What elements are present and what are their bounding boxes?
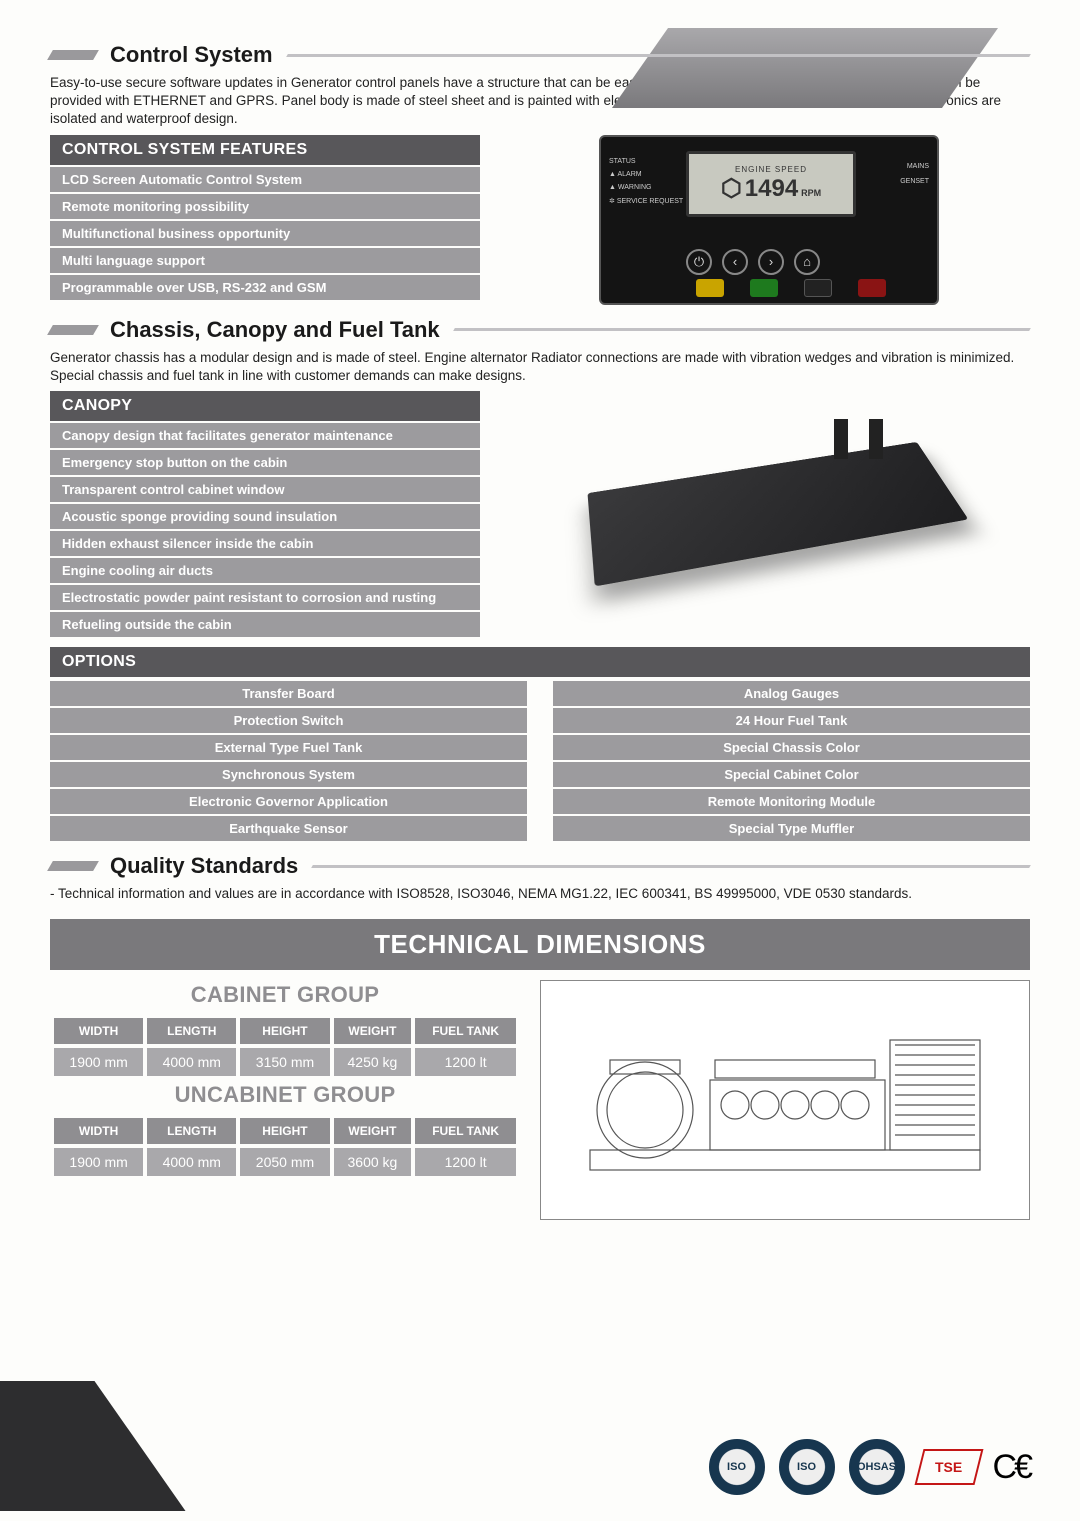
dim-value: 1200 lt — [415, 1048, 516, 1076]
dim-value: 3600 kg — [334, 1148, 412, 1176]
canopy-title: CANOPY — [50, 391, 480, 421]
dim-header: FUEL TANK — [415, 1118, 516, 1144]
feature-row: Emergency stop button on the cabin — [50, 448, 480, 475]
cabinet-table: WIDTHLENGTHHEIGHTWEIGHTFUEL TANK 1900 mm… — [50, 1014, 520, 1080]
panel-mode-buttons — [696, 279, 886, 297]
tech-dimensions-banner: TECHNICAL DIMENSIONS — [50, 919, 1030, 970]
option-row: Special Type Muffler — [553, 814, 1030, 841]
feature-row: Electrostatic powder paint resistant to … — [50, 583, 480, 610]
dim-header: LENGTH — [147, 1118, 236, 1144]
option-row: Transfer Board — [50, 679, 527, 706]
option-row: External Type Fuel Tank — [50, 733, 527, 760]
dim-value: 1900 mm — [54, 1148, 143, 1176]
control-panel-image: STATUS ▲ ALARM ▲ WARNING ✲ SERVICE REQUE… — [599, 135, 939, 305]
dim-header: LENGTH — [147, 1018, 236, 1044]
dim-value: 3150 mm — [240, 1048, 329, 1076]
option-row: Special Chassis Color — [553, 733, 1030, 760]
option-row: Protection Switch — [50, 706, 527, 733]
feature-row: Multifunctional business opportunity — [50, 219, 480, 246]
option-row: 24 Hour Fuel Tank — [553, 706, 1030, 733]
feature-row: Hidden exhaust silencer inside the cabin — [50, 529, 480, 556]
tse-badge: TSE — [914, 1449, 983, 1485]
feature-row: Engine cooling air ducts — [50, 556, 480, 583]
iso-badge: ISO — [779, 1439, 835, 1495]
feature-row: Refueling outside the cabin — [50, 610, 480, 637]
option-row: Special Cabinet Color — [553, 760, 1030, 787]
panel-nav-buttons: ⏻‹›⌂ — [686, 249, 820, 275]
dim-value: 4000 mm — [147, 1148, 236, 1176]
dimensions-tables: CABINET GROUP WIDTHLENGTHHEIGHTWEIGHTFUE… — [50, 980, 520, 1220]
uncabinet-table: WIDTHLENGTHHEIGHTWEIGHTFUEL TANK 1900 mm… — [50, 1114, 520, 1180]
cabinet-group-title: CABINET GROUP — [50, 980, 520, 1014]
feature-row: Canopy design that facilitates generator… — [50, 421, 480, 448]
option-row: Electronic Governor Application — [50, 787, 527, 814]
feature-row: Transparent control cabinet window — [50, 475, 480, 502]
dim-value: 2050 mm — [240, 1148, 329, 1176]
dim-header: WIDTH — [54, 1018, 143, 1044]
chassis-image — [554, 391, 984, 601]
options-title: OPTIONS — [50, 647, 1030, 677]
dim-value: 1900 mm — [54, 1048, 143, 1076]
feature-row: Programmable over USB, RS-232 and GSM — [50, 273, 480, 300]
quality-body: - Technical information and values are i… — [50, 885, 1030, 903]
heading-quality: Quality Standards — [50, 853, 1030, 879]
dim-header: WEIGHT — [334, 1118, 412, 1144]
decor-bottom — [0, 1381, 186, 1511]
iso-badge: ISO — [709, 1439, 765, 1495]
feature-row: LCD Screen Automatic Control System — [50, 165, 480, 192]
decor-top — [612, 28, 998, 108]
dim-header: FUEL TANK — [415, 1018, 516, 1044]
option-row: Analog Gauges — [553, 679, 1030, 706]
ohsas-badge: OHSAS — [849, 1439, 905, 1495]
dim-header: HEIGHT — [240, 1018, 329, 1044]
heading-chassis: Chassis, Canopy and Fuel Tank — [50, 317, 1030, 343]
dim-header: HEIGHT — [240, 1118, 329, 1144]
dim-header: WIDTH — [54, 1118, 143, 1144]
dim-value: 1200 lt — [415, 1148, 516, 1176]
options-block: OPTIONS Transfer BoardProtection SwitchE… — [50, 647, 1030, 841]
ce-mark: C€ — [993, 1448, 1030, 1487]
option-row: Remote Monitoring Module — [553, 787, 1030, 814]
canopy-features: CANOPY Canopy design that facilitates ge… — [50, 391, 480, 637]
certifications: ISO ISO OHSAS TSE C€ — [709, 1439, 1030, 1495]
control-features-title: CONTROL SYSTEM FEATURES — [50, 135, 480, 165]
dim-value: 4000 mm — [147, 1048, 236, 1076]
dim-header: WEIGHT — [334, 1018, 412, 1044]
control-features: CONTROL SYSTEM FEATURES LCD Screen Autom… — [50, 135, 480, 300]
feature-row: Remote monitoring possibility — [50, 192, 480, 219]
dim-value: 4250 kg — [334, 1048, 412, 1076]
feature-row: Acoustic sponge providing sound insulati… — [50, 502, 480, 529]
option-row: Earthquake Sensor — [50, 814, 527, 841]
lcd-screen: ENGINE SPEED ⬡ 1494RPM — [686, 151, 856, 217]
option-row: Synchronous System — [50, 760, 527, 787]
generator-diagram — [540, 980, 1030, 1220]
feature-row: Multi language support — [50, 246, 480, 273]
page: Control System Easy-to-use secure softwa… — [0, 0, 1080, 1521]
chassis-body: Generator chassis has a modular design a… — [50, 349, 1030, 385]
uncabinet-group-title: UNCABINET GROUP — [50, 1080, 520, 1114]
